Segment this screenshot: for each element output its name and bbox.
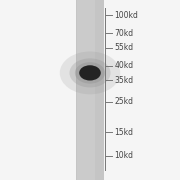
- Ellipse shape: [75, 62, 105, 84]
- FancyBboxPatch shape: [76, 0, 104, 180]
- Text: 40kd: 40kd: [114, 61, 133, 70]
- Ellipse shape: [60, 51, 120, 94]
- Text: 55kd: 55kd: [114, 43, 133, 52]
- Text: 70kd: 70kd: [114, 29, 133, 38]
- Ellipse shape: [79, 65, 101, 81]
- Text: 10kd: 10kd: [114, 151, 133, 160]
- Text: 100kd: 100kd: [114, 11, 138, 20]
- Text: 25kd: 25kd: [114, 97, 133, 106]
- Text: 15kd: 15kd: [114, 128, 133, 137]
- Text: 35kd: 35kd: [114, 76, 133, 85]
- FancyBboxPatch shape: [77, 0, 95, 180]
- Ellipse shape: [69, 58, 111, 87]
